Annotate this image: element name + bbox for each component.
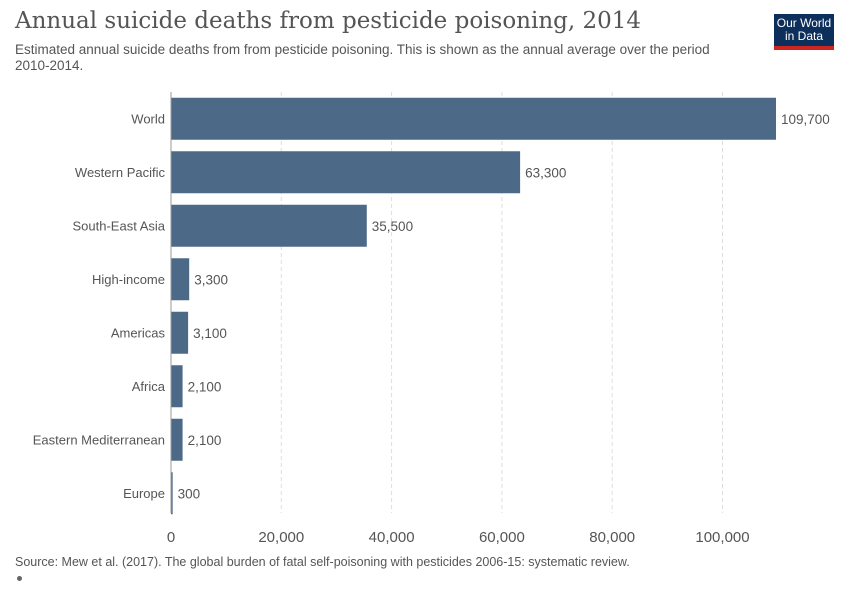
bar xyxy=(171,418,183,461)
bar xyxy=(171,472,173,515)
value-label: 109,700 xyxy=(781,112,830,127)
x-tick-label: 20,000 xyxy=(258,529,304,546)
category-label: Europe xyxy=(123,486,165,501)
category-label: High-income xyxy=(92,272,165,287)
value-label: 63,300 xyxy=(525,165,566,180)
category-label: World xyxy=(131,111,165,126)
owid-logo[interactable]: Our World in Data xyxy=(774,14,834,50)
value-label: 3,100 xyxy=(193,326,227,341)
category-label: Western Pacific xyxy=(75,165,166,180)
bar xyxy=(171,97,776,140)
value-label: 300 xyxy=(178,486,201,501)
logo-line-1: Our World xyxy=(776,16,832,30)
x-tick-label: 80,000 xyxy=(589,529,635,546)
bar xyxy=(171,258,190,301)
x-tick-label: 60,000 xyxy=(479,529,525,546)
category-label: South-East Asia xyxy=(73,218,166,233)
category-label: Eastern Mediterranean xyxy=(33,432,165,447)
category-label: Africa xyxy=(132,379,166,394)
footer-dot xyxy=(17,576,22,581)
bar xyxy=(171,151,521,194)
value-label: 2,100 xyxy=(188,433,222,448)
value-label: 2,100 xyxy=(188,379,222,394)
bar xyxy=(171,204,367,247)
x-tick-label: 0 xyxy=(167,529,175,546)
logo-line-2: in Data xyxy=(784,29,824,43)
x-tick-label: 100,000 xyxy=(695,529,749,546)
x-tick-label: 40,000 xyxy=(369,529,415,546)
bar xyxy=(171,311,189,354)
chart-subtitle: Estimated annual suicide deaths from fro… xyxy=(15,42,710,73)
source-note: Source: Mew et al. (2017). The global bu… xyxy=(15,555,630,569)
bar xyxy=(171,365,183,408)
category-label: Americas xyxy=(111,325,166,340)
value-label: 3,300 xyxy=(194,272,228,287)
chart-title: Annual suicide deaths from pesticide poi… xyxy=(15,8,642,34)
value-label: 35,500 xyxy=(372,219,413,234)
